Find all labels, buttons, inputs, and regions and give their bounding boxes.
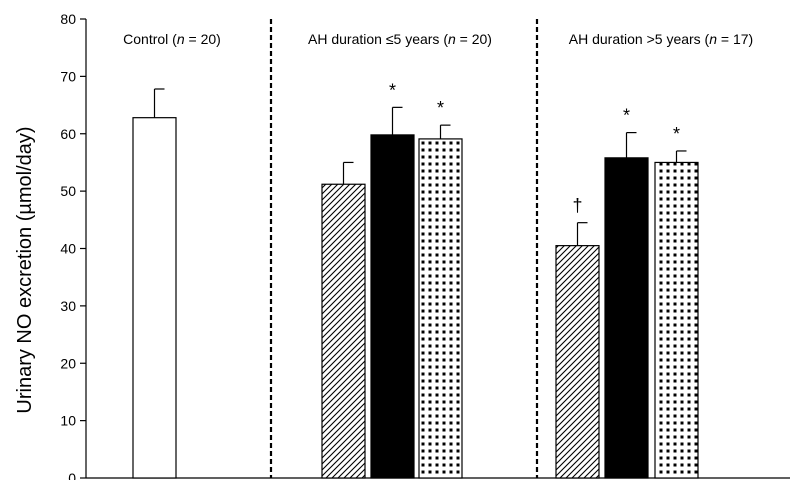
- y-tick-label: 50: [60, 183, 76, 199]
- group-label: AH duration ≤5 years (n = 20): [308, 31, 492, 47]
- y-tick-label: 10: [60, 413, 76, 429]
- bar: [133, 118, 176, 478]
- significance-marker: *: [389, 80, 396, 100]
- bar: [556, 246, 599, 478]
- y-tick-label: 70: [60, 68, 76, 84]
- bar: [419, 139, 462, 478]
- y-tick-label: 80: [60, 11, 76, 27]
- significance-marker: *: [437, 98, 444, 118]
- group-label: AH duration >5 years (n = 17): [569, 31, 753, 47]
- bar: [322, 184, 365, 478]
- y-axis-label: Urinary NO excretion (µmol/day): [14, 126, 36, 413]
- bar: [605, 158, 648, 478]
- y-tick-label: 60: [60, 126, 76, 142]
- y-tick-label: 0: [68, 470, 76, 480]
- significance-marker: †: [572, 196, 582, 216]
- y-tick-label: 40: [60, 241, 76, 257]
- significance-marker: *: [673, 124, 680, 144]
- group-label: Control (n = 20): [123, 31, 221, 47]
- y-tick-label: 30: [60, 298, 76, 314]
- y-tick-label: 20: [60, 355, 76, 371]
- significance-marker: *: [623, 106, 630, 126]
- bar: [655, 162, 698, 478]
- bar: [371, 135, 414, 478]
